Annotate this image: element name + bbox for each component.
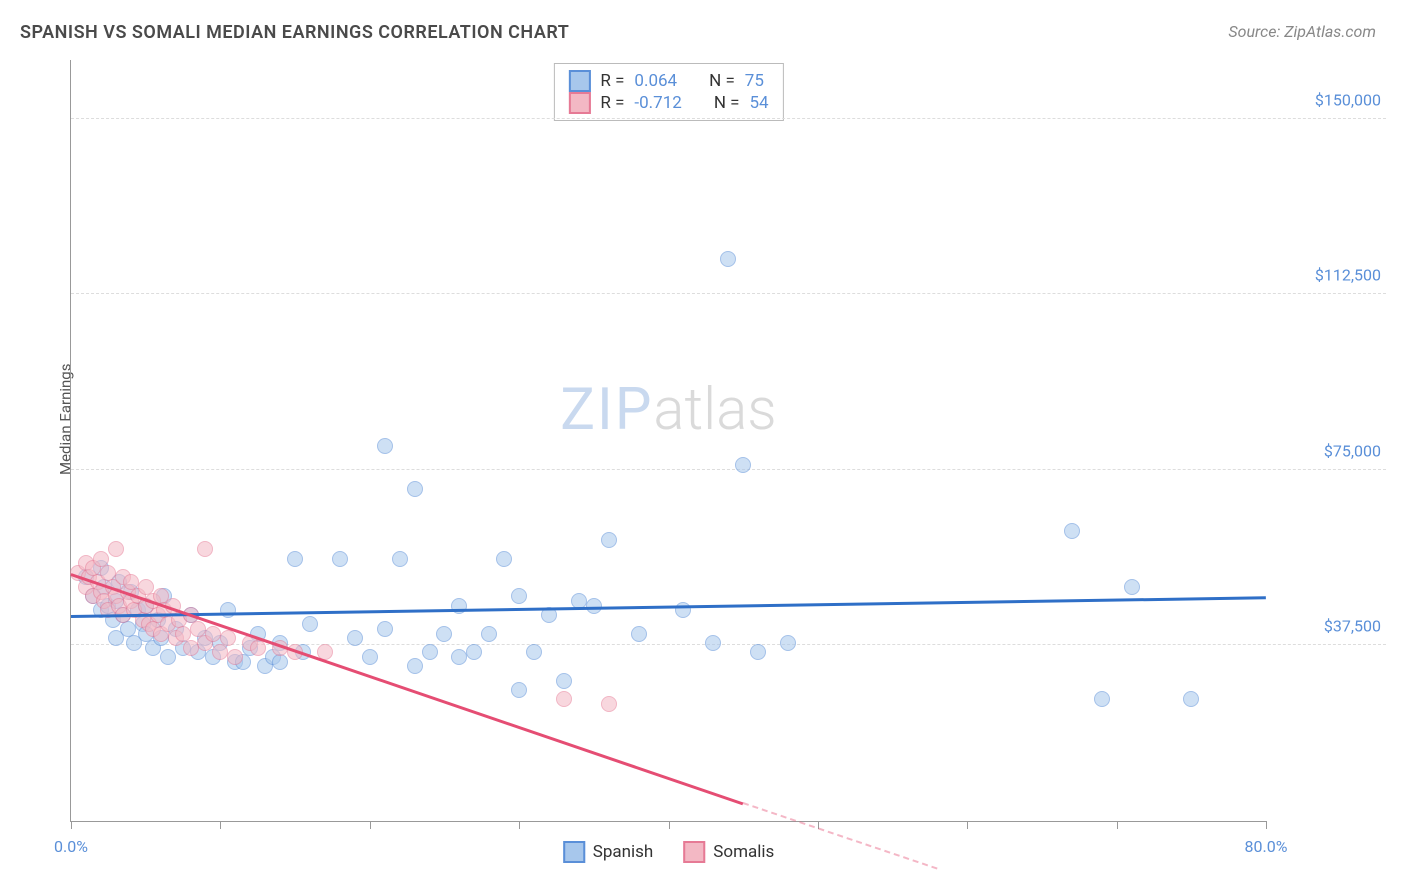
legend-r-label: R = — [600, 93, 624, 113]
data-point — [347, 630, 363, 646]
y-tick-label: $112,500 — [1315, 266, 1381, 285]
x-tick — [967, 821, 968, 829]
x-tick — [1117, 821, 1118, 829]
data-point — [272, 654, 288, 670]
legend-row: R = -0.712 N = 54 — [568, 92, 768, 114]
correlation-legend: R =0.064N =75R =-0.712N =54 — [553, 63, 783, 121]
watermark: ZIPatlas — [560, 376, 776, 444]
data-point — [436, 626, 452, 642]
y-tick-label: $150,000 — [1315, 90, 1381, 109]
data-point — [526, 644, 542, 660]
x-tick-label: 0.0% — [54, 837, 88, 856]
data-point — [205, 626, 221, 642]
data-point — [197, 541, 213, 557]
data-point — [220, 602, 236, 618]
series-legend: Spanish Somalis — [563, 841, 775, 863]
data-point — [377, 621, 393, 637]
x-tick-label: 80.0% — [1245, 837, 1288, 856]
data-point — [227, 649, 243, 665]
legend-r-value: 0.064 — [634, 71, 677, 91]
legend-n-label: N = — [709, 71, 735, 91]
data-point — [287, 551, 303, 567]
data-point — [556, 691, 572, 707]
data-point — [1124, 579, 1140, 595]
data-point — [377, 438, 393, 454]
source-label: Source: ZipAtlas.com — [1228, 22, 1376, 41]
data-point — [302, 616, 318, 632]
data-point — [407, 481, 423, 497]
x-tick — [519, 821, 520, 829]
chart-title: SPANISH VS SOMALI MEDIAN EARNINGS CORREL… — [20, 22, 569, 43]
data-point — [250, 640, 266, 656]
x-tick — [71, 821, 72, 829]
watermark-zip: ZIP — [560, 376, 653, 444]
data-point — [1094, 691, 1110, 707]
data-point — [780, 635, 796, 651]
plot-area: ZIPatlas R =0.064N =75R =-0.712N =54 Spa… — [70, 60, 1266, 822]
data-point — [601, 532, 617, 548]
data-point — [631, 626, 647, 642]
watermark-atlas: atlas — [653, 376, 776, 444]
series-legend-label: Spanish — [593, 842, 654, 862]
data-point — [1064, 523, 1080, 539]
data-point — [392, 551, 408, 567]
data-point — [466, 644, 482, 660]
data-point — [556, 673, 572, 689]
legend-swatch — [568, 70, 590, 92]
data-point — [108, 541, 124, 557]
data-point — [705, 635, 721, 651]
data-point — [720, 251, 736, 267]
legend-swatch — [563, 841, 585, 863]
series-legend-label: Somalis — [713, 842, 774, 862]
data-point — [362, 649, 378, 665]
series-legend-item: Somalis — [683, 841, 774, 863]
legend-n-value: 75 — [745, 71, 764, 91]
chart-container: Median Earnings ZIPatlas R =0.064N =75R … — [20, 60, 1386, 872]
legend-swatch — [683, 841, 705, 863]
legend-r-value: -0.712 — [634, 93, 681, 113]
data-point — [332, 551, 348, 567]
x-tick — [669, 821, 670, 829]
data-point — [511, 682, 527, 698]
y-tick-label: $37,500 — [1324, 617, 1381, 636]
grid-line — [71, 644, 1386, 645]
grid-line — [71, 293, 1386, 294]
data-point — [451, 649, 467, 665]
legend-n-label: N = — [714, 93, 740, 113]
data-point — [407, 658, 423, 674]
data-point — [212, 644, 228, 660]
data-point — [750, 644, 766, 660]
x-tick — [370, 821, 371, 829]
data-point — [1183, 691, 1199, 707]
data-point — [422, 644, 438, 660]
grid-line — [71, 118, 1386, 119]
legend-r-label: R = — [600, 71, 624, 91]
data-point — [496, 551, 512, 567]
series-legend-item: Spanish — [563, 841, 654, 863]
data-point — [183, 640, 199, 656]
data-point — [481, 626, 497, 642]
trend-line — [71, 596, 1266, 617]
grid-line — [71, 469, 1386, 470]
data-point — [160, 649, 176, 665]
data-point — [511, 588, 527, 604]
data-point — [586, 598, 602, 614]
x-tick — [1266, 821, 1267, 829]
legend-row: R = 0.064 N = 75 — [568, 70, 768, 92]
y-tick-label: $75,000 — [1324, 441, 1381, 460]
data-point — [601, 696, 617, 712]
legend-swatch — [568, 92, 590, 114]
data-point — [735, 457, 751, 473]
x-tick — [220, 821, 221, 829]
legend-n-value: 54 — [750, 93, 769, 113]
data-point — [220, 630, 236, 646]
